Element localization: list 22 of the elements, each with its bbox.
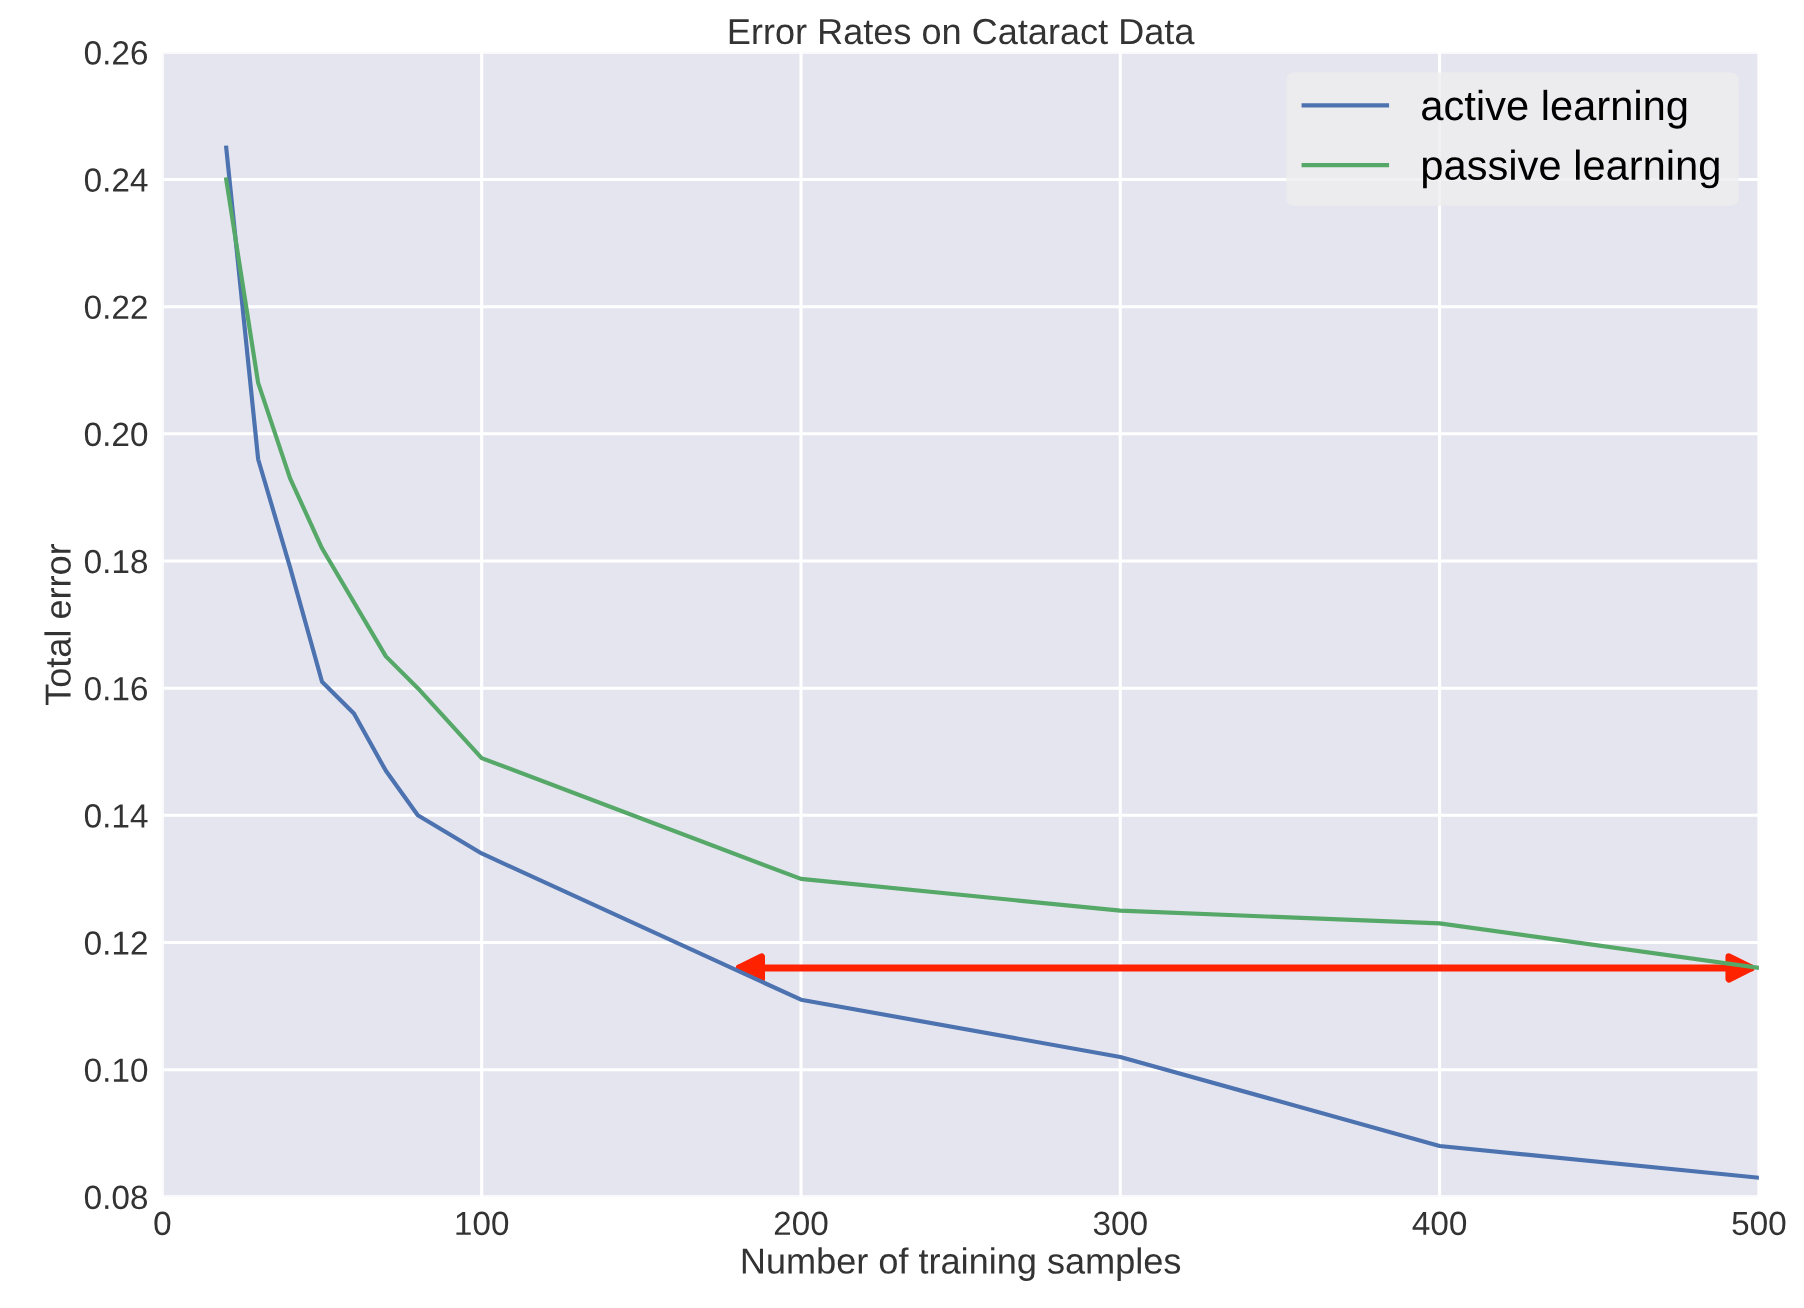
y-tick-label: 0.24 xyxy=(84,168,148,192)
line-series xyxy=(224,145,1759,1180)
y-tick-label: 0.20 xyxy=(84,422,148,447)
y-tick-label: 0.14 xyxy=(84,804,148,828)
x-tick-label: 500 xyxy=(1732,1211,1786,1236)
y-tick-label: 0.16 xyxy=(84,676,148,701)
x-tick-label: 300 xyxy=(1093,1211,1147,1236)
x-axis-title: Number of training samples xyxy=(742,1247,1181,1281)
y-tick-label: 0.26 xyxy=(84,41,148,65)
chart-title: Error Rates on Cataract Data xyxy=(729,18,1195,45)
y-tick-label: 0.10 xyxy=(84,1058,148,1083)
x-tick-label: 0 xyxy=(154,1211,171,1236)
y-tick-label: 0.12 xyxy=(84,931,147,955)
legend-label: passive learning xyxy=(1423,149,1719,189)
x-tick-label: 400 xyxy=(1412,1211,1467,1236)
x-tick-label: 100 xyxy=(456,1211,509,1236)
legend-label: active learning xyxy=(1422,89,1687,129)
y-tick-label: 0.22 xyxy=(84,295,147,320)
y-tick-label: 0.08 xyxy=(84,1185,148,1210)
y-axis-title: Total error xyxy=(44,543,71,706)
x-tick-label: 200 xyxy=(774,1211,828,1236)
y-tick-label: 0.18 xyxy=(84,549,148,574)
